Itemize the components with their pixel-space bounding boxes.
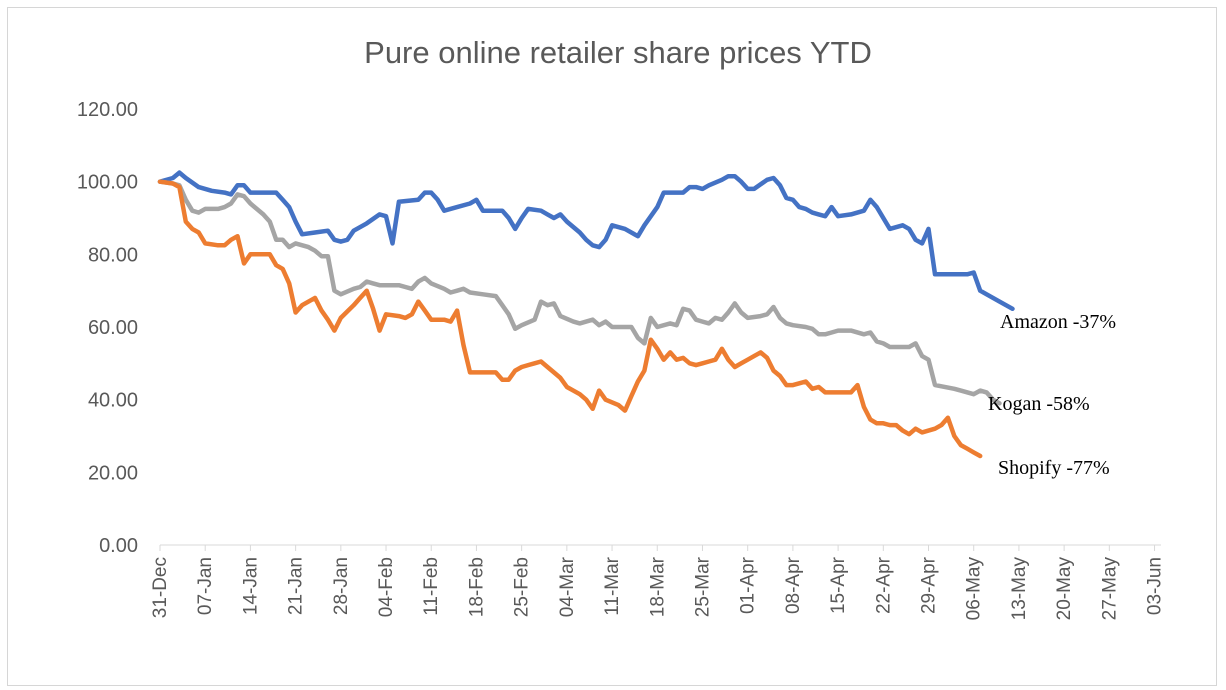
y-tick-label: 40.00 (88, 390, 138, 412)
y-tick-label: 120.00 (77, 99, 138, 121)
x-tick-label: 08-Apr (783, 556, 804, 614)
x-tick-label: 11-Feb (421, 557, 442, 616)
series-group (157, 170, 1015, 459)
x-tick-label: 07-Jan (195, 557, 216, 615)
chart-title: Pure online retailer share prices YTD (364, 35, 872, 70)
series-labels: Amazon -37% Kogan -58% Shopify -77% (988, 311, 1116, 479)
x-tick-label: 06-May (964, 557, 985, 621)
x-tick-label: 01-Apr (738, 556, 759, 614)
x-tick-label: 18-Feb (466, 557, 487, 617)
x-tick-label: 21-Jan (286, 557, 307, 615)
series-line-kogan (157, 179, 1002, 406)
x-tick-label: 27-May (1099, 557, 1120, 621)
x-tick-label: 04-Mar (557, 556, 578, 617)
x-tick-label: 25-Feb (512, 557, 533, 617)
y-tick-label: 0.00 (99, 535, 138, 557)
y-tick-label: 80.00 (88, 244, 138, 266)
x-tick-label: 20-May (1054, 557, 1075, 621)
y-tick-label: 20.00 (88, 462, 138, 484)
series-line-shopify (157, 179, 983, 459)
x-tick-label: 22-Apr (873, 556, 894, 614)
x-tick-label: 03-Jun (1145, 557, 1166, 615)
x-axis: 31-Dec 07-Jan 14-Jan 21-Jan 28-Jan 04-Feb 11-F… (150, 544, 1166, 621)
y-tick-label: 100.00 (77, 172, 138, 194)
series-label-kogan: Kogan -58% (988, 393, 1090, 415)
x-tick-label: 04-Feb (376, 557, 397, 617)
series-line-amazon (157, 170, 1015, 312)
chart-frame (7, 7, 1217, 686)
x-tick-label: 31-Dec (150, 557, 171, 618)
x-tick-label: 14-Jan (240, 557, 261, 615)
x-tick-label: 29-Apr (919, 556, 940, 614)
y-tick-label: 60.00 (88, 317, 138, 339)
x-tick-label: 11-Mar (602, 556, 623, 615)
series-label-shopify: Shopify -77% (998, 457, 1110, 479)
x-tick-label: 25-Mar (692, 556, 713, 617)
y-axis: 0.00 20.00 40.00 60.00 80.00 100.00 120.00 (77, 99, 138, 557)
x-tick-label: 13-May (1009, 557, 1030, 621)
series-label-amazon: Amazon -37% (1000, 311, 1116, 333)
x-tick-label: 15-Apr (828, 556, 849, 614)
x-tick-label: 18-Mar (647, 556, 668, 617)
x-tick-label: 28-Jan (331, 557, 352, 615)
